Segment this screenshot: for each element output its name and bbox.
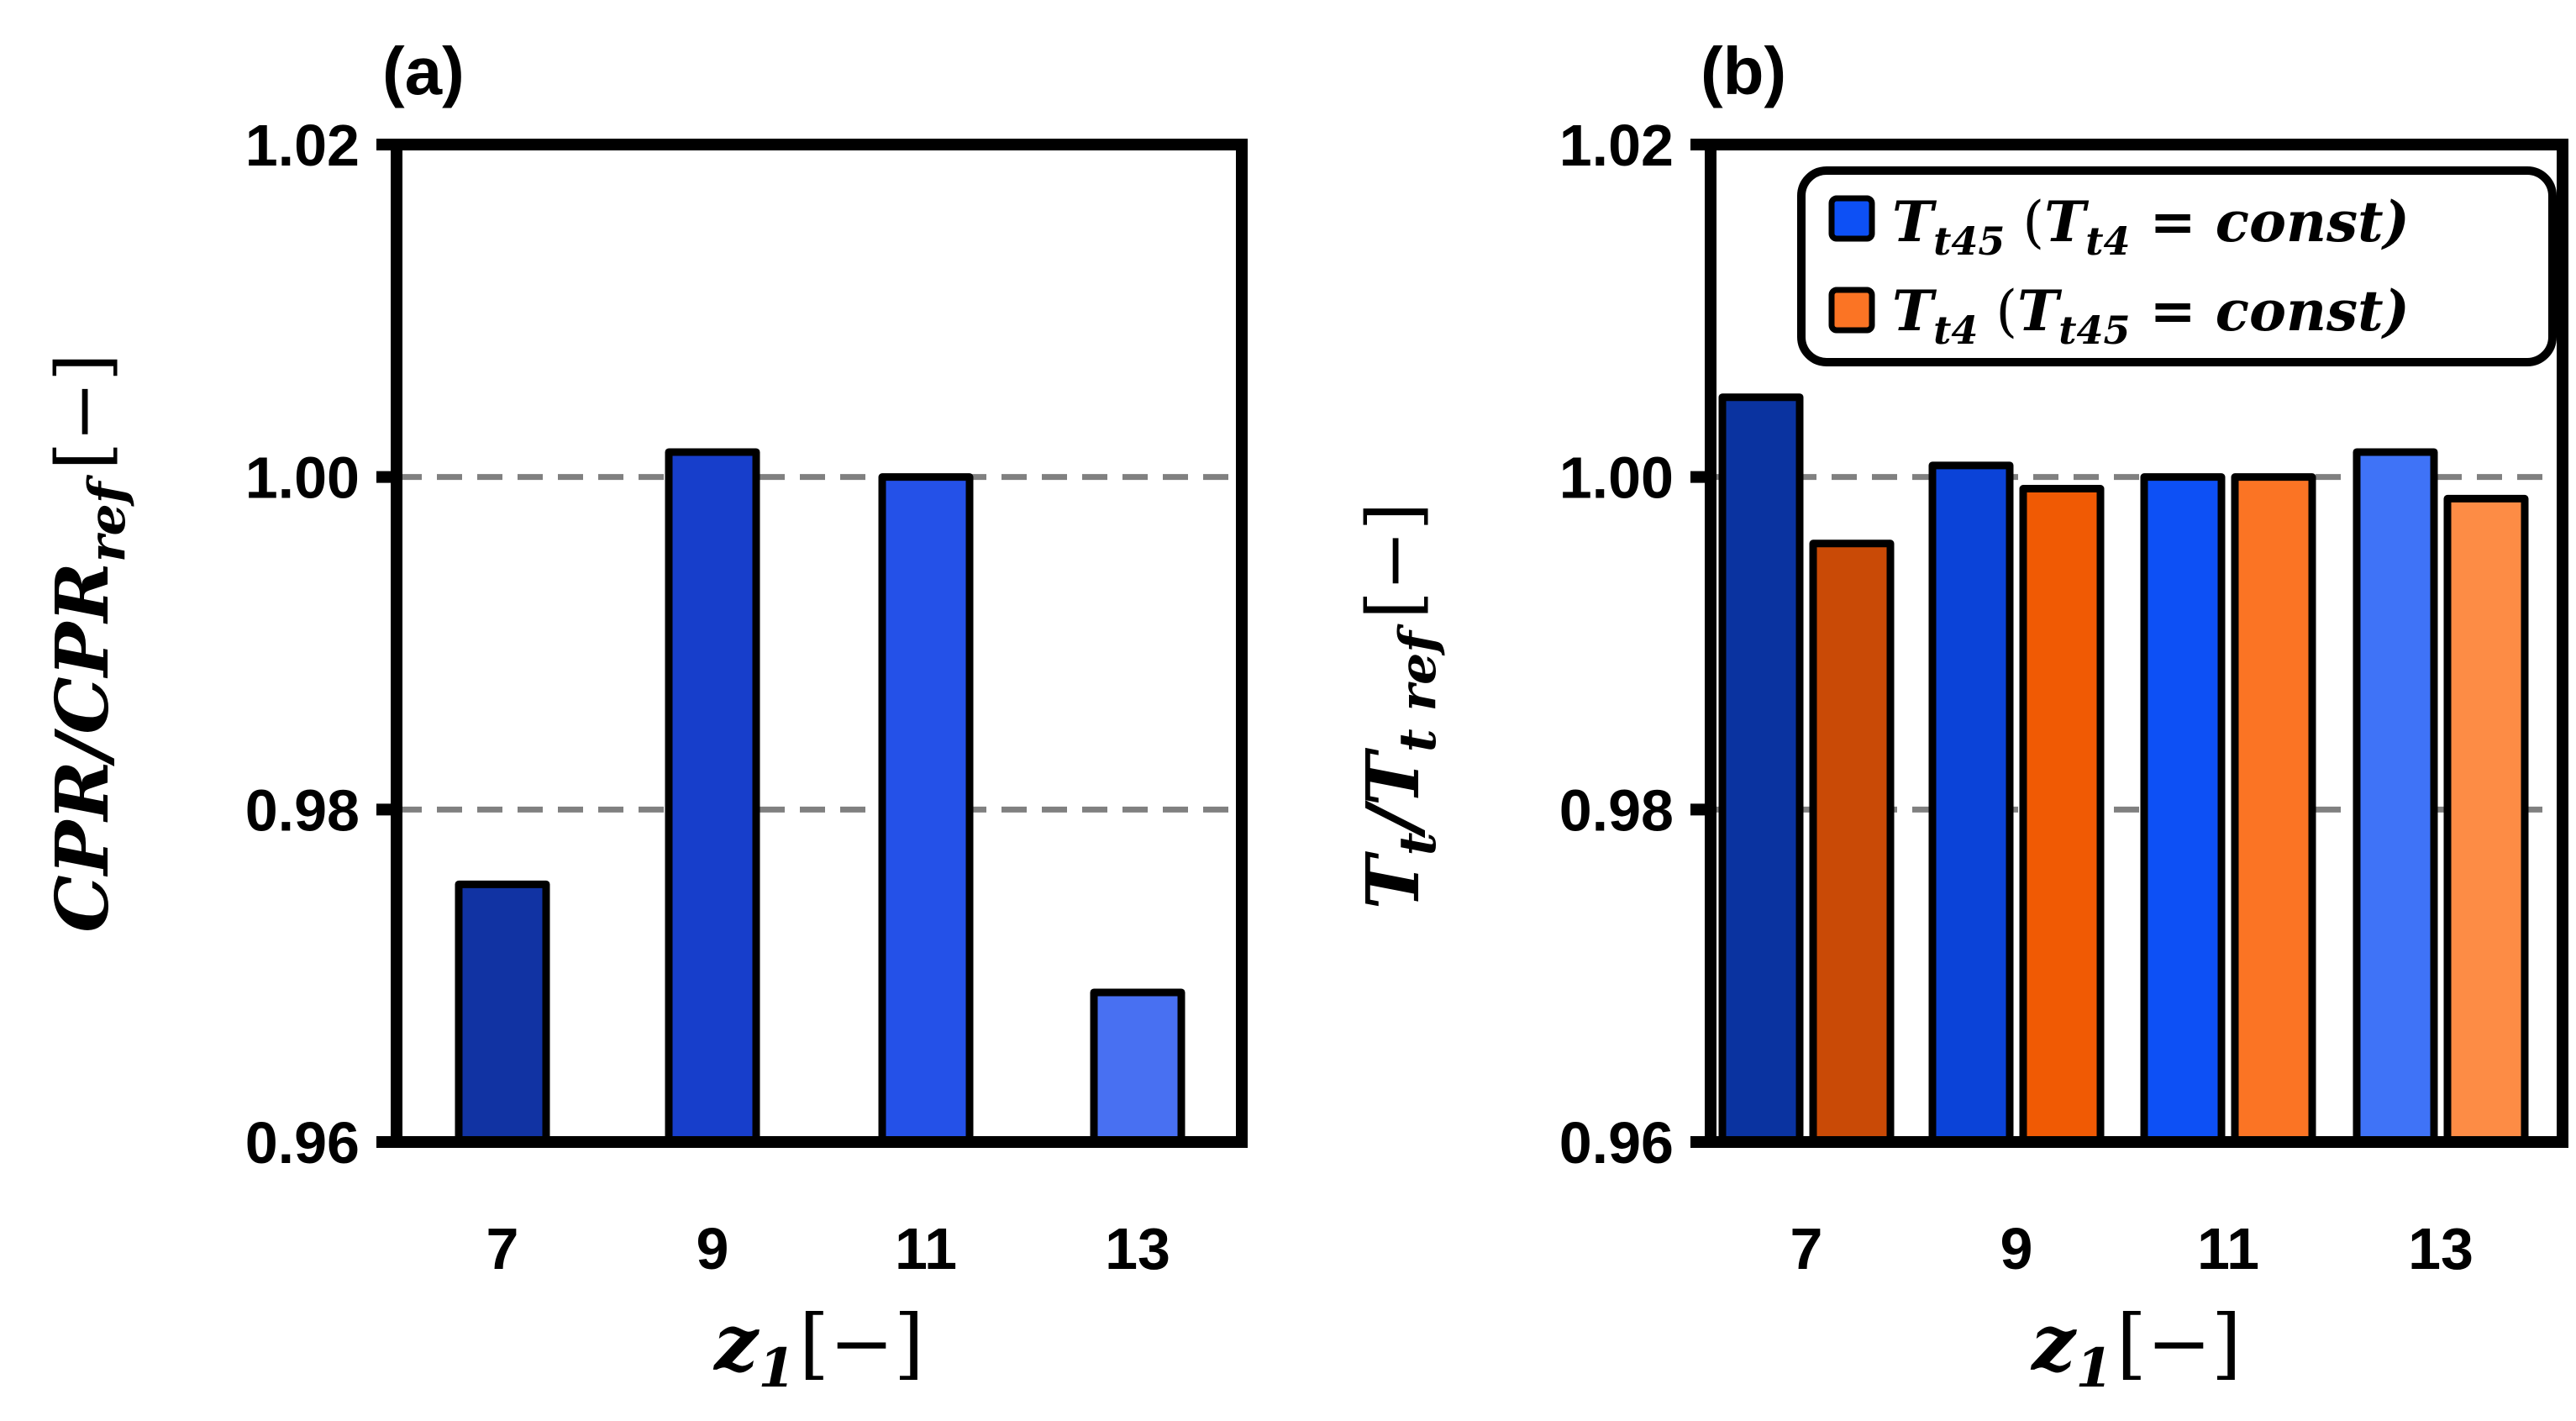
panel-b-xlabel-unit: [−] bbox=[2116, 1298, 2242, 1388]
y-tick-label: 0.98 bbox=[245, 777, 360, 843]
legend-box bbox=[1797, 166, 2557, 366]
panel-a-ylabel-unit: [−] bbox=[41, 353, 125, 470]
x-tick-label: 11 bbox=[2197, 1216, 2259, 1282]
panel-b-plot-frame bbox=[1705, 139, 2568, 1148]
bar bbox=[2353, 448, 2438, 1146]
x-tick-label: 13 bbox=[1105, 1216, 1170, 1282]
panel-b-ylabel-unit: [−] bbox=[1352, 503, 1436, 619]
bar bbox=[2140, 473, 2226, 1146]
panel-a-gridlines bbox=[397, 474, 1242, 813]
y-tick-label: 0.98 bbox=[1559, 777, 1674, 843]
bar bbox=[2231, 473, 2316, 1146]
bar bbox=[2019, 485, 2105, 1146]
panel-b-ylabel-main: T bbox=[1351, 850, 1436, 909]
x-tick-label: 13 bbox=[2408, 1216, 2473, 1282]
legend-label-t45: Tt45 (Tt4 = const) bbox=[1892, 189, 2410, 264]
bar bbox=[1090, 988, 1185, 1146]
y-tick-label: 1.00 bbox=[245, 445, 360, 511]
bar bbox=[665, 448, 760, 1146]
legend-swatch-t45 bbox=[1828, 195, 1875, 242]
panel-a-xlabel-unit: [−] bbox=[799, 1298, 924, 1388]
panel-a-xlabel-main: z bbox=[712, 1297, 760, 1388]
panel-a: (a) 0.960.981.001.02 7 9 11 13 CPR/CPRref[−… bbox=[40, 34, 1248, 1400]
panel-a-bars bbox=[455, 448, 1185, 1146]
legend-label-t4: Tt4 (Tt45 = const) bbox=[1892, 278, 2410, 353]
panel-b-label: (b) bbox=[1701, 34, 1786, 108]
panel-b-xlabel-sub: 1 bbox=[2075, 1337, 2113, 1400]
x-tick-label: 7 bbox=[1790, 1216, 1823, 1282]
panel-a-xticks: 7 9 11 13 bbox=[486, 1216, 1170, 1282]
panel-b-ylabel-sub2: t ref bbox=[1389, 624, 1448, 752]
panel-a-label: (a) bbox=[382, 34, 465, 108]
panel-b-yticks: 0.96 0.98 1.00 1.02 bbox=[1559, 113, 1711, 1176]
panel-b-legend: Tt45 (Tt4 = const) Tt4 (Tt45 = const) bbox=[1797, 166, 2557, 366]
panel-a-ylabel-sub: ref bbox=[78, 474, 137, 562]
y-tick-label: 1.00 bbox=[1559, 445, 1674, 511]
panel-a-ylabel: CPR/CPRref[−] bbox=[40, 353, 137, 932]
bar bbox=[878, 473, 974, 1146]
bar bbox=[1718, 393, 1804, 1146]
y-tick-label: 0.96 bbox=[1559, 1110, 1674, 1176]
x-tick-label: 9 bbox=[697, 1216, 729, 1282]
panel-b-xlabel: z1[−] bbox=[2030, 1297, 2242, 1400]
x-tick-label: 9 bbox=[2000, 1216, 2033, 1282]
panel-b-bars bbox=[1718, 393, 2529, 1146]
x-tick-label: 7 bbox=[486, 1216, 519, 1282]
bar bbox=[455, 880, 550, 1146]
x-tick-label: 11 bbox=[895, 1216, 957, 1282]
panel-a-plot-frame bbox=[391, 139, 1248, 1148]
bar bbox=[2443, 494, 2529, 1146]
bar bbox=[1928, 461, 2014, 1146]
y-tick-label: 0.96 bbox=[245, 1110, 360, 1176]
panel-a-xlabel-sub: 1 bbox=[758, 1337, 796, 1400]
legend-swatch-t4 bbox=[1828, 287, 1875, 334]
panel-a-ylabel-main: CPR/CPR bbox=[40, 562, 125, 933]
panel-b-ylabel-mid: /T bbox=[1351, 747, 1436, 838]
panel-b-xlabel-main: z bbox=[2030, 1297, 2077, 1388]
y-tick-label: 1.02 bbox=[245, 113, 360, 178]
panel-b-ylabel-sub: t bbox=[1389, 832, 1448, 855]
panel-b-ylabel: Tt/Tt ref[−] bbox=[1351, 503, 1448, 910]
bar bbox=[1809, 539, 1895, 1146]
panel-a-yticks: 0.96 0.98 1.00 1.02 bbox=[245, 113, 397, 1176]
panel-b-xticks: 7 9 11 13 bbox=[1790, 1216, 2473, 1282]
panel-b: (b) 0.96 0.98 1.00 1.02 7 9 11 13 Tt45 (Tt4 = … bbox=[1351, 34, 2568, 1400]
y-tick-label: 1.02 bbox=[1559, 113, 1674, 178]
panel-a-xlabel: z1[−] bbox=[712, 1297, 924, 1400]
